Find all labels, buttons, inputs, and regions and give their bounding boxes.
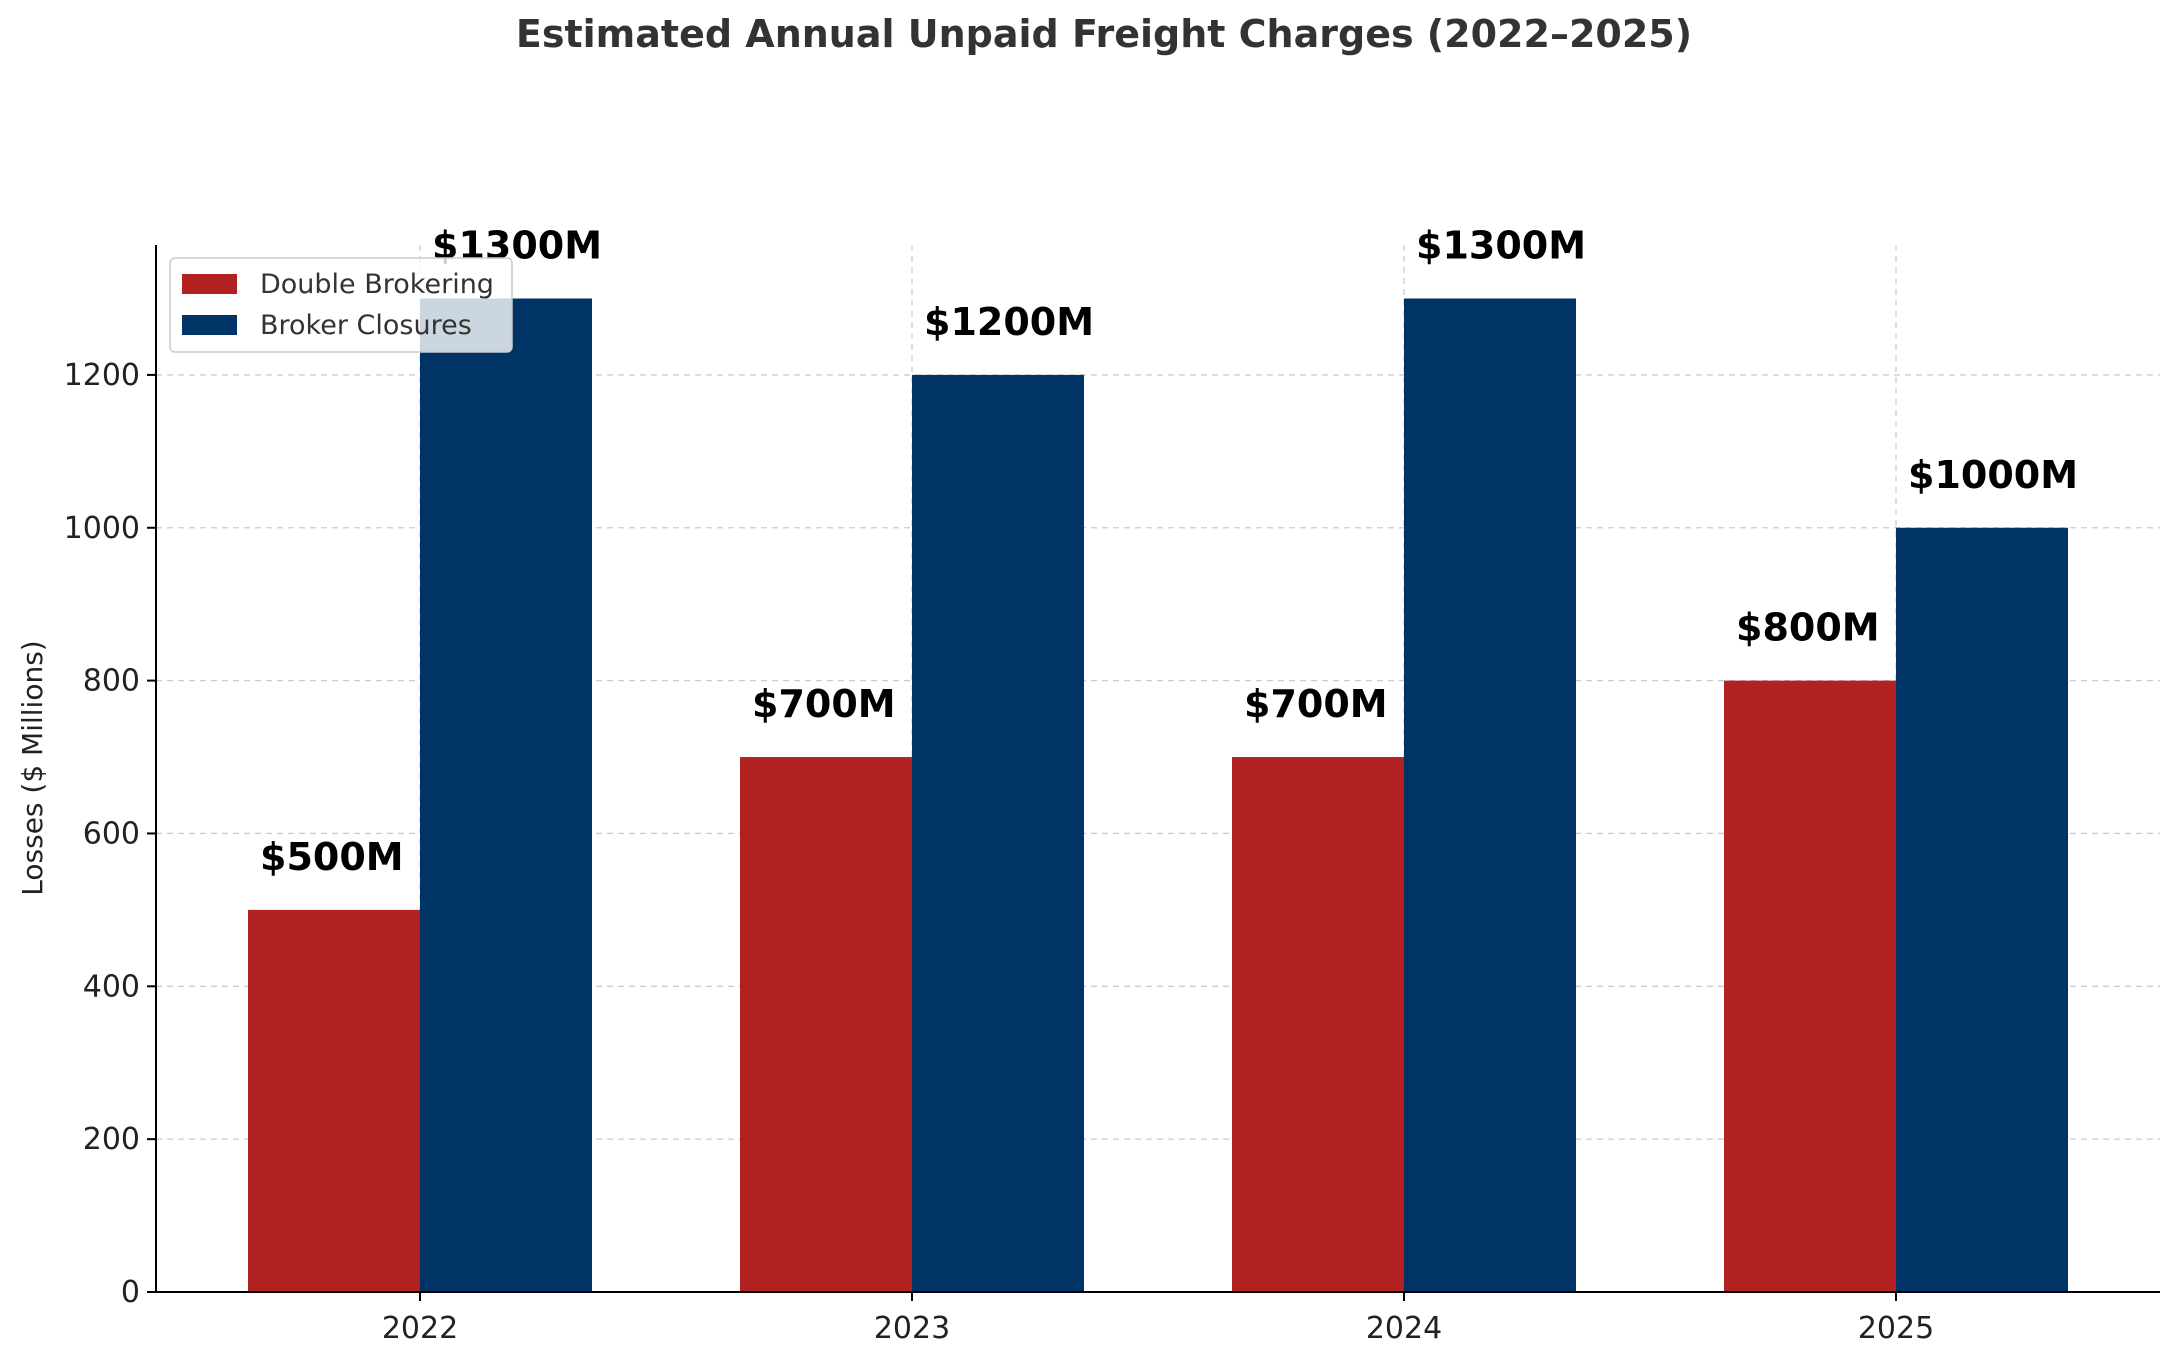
y-tick-label: 600 [83, 816, 140, 851]
axes [155, 245, 2160, 1293]
bar-broker-closures-2022 [420, 298, 592, 1292]
bar-double-brokering-2025 [1724, 680, 1896, 1292]
y-tick-label: 400 [83, 969, 140, 1004]
x-tick-label: 2022 [382, 1311, 458, 1346]
data-label-double-brokering-2024: $700M [1244, 682, 1388, 726]
y-axis-label: Losses ($ Millions) [16, 640, 49, 895]
legend-label-broker-closures: Broker Closures [260, 310, 472, 341]
data-label-broker-closures-2025: $1000M [1908, 453, 2078, 497]
chart-title: Estimated Annual Unpaid Freight Charges … [516, 12, 1692, 56]
data-label-broker-closures-2024: $1300M [1416, 223, 1586, 267]
data-label-broker-closures-2023: $1200M [924, 300, 1094, 344]
bar-double-brokering-2023 [740, 757, 912, 1292]
legend-swatch-broker-closures [182, 315, 237, 335]
y-tick-label: 200 [83, 1122, 140, 1157]
y-tick-label: 1000 [64, 511, 140, 546]
y-tick-label: 0 [121, 1275, 140, 1310]
data-label-double-brokering-2023: $700M [752, 682, 896, 726]
bar-broker-closures-2024 [1404, 298, 1576, 1292]
bar-broker-closures-2023 [912, 374, 1084, 1293]
legend-swatch-double-brokering [182, 274, 237, 294]
tick-labels: 0 200 400 600 800 1000 1200 2022 2023 2024 2025 [64, 358, 1935, 1346]
data-labels: $500M$700M $700M$800M$1300M$1200M$1300M$1… [260, 223, 2078, 878]
x-tick-label: 2023 [874, 1311, 950, 1346]
x-tick-label: 2025 [1858, 1311, 1934, 1346]
data-label-double-brokering-2025: $800M [1736, 606, 1880, 650]
y-tick-label: 800 [83, 664, 140, 699]
data-label-double-brokering-2022: $500M [260, 835, 404, 879]
legend-label-double-brokering: Double Brokering [260, 269, 494, 300]
bar-double-brokering-2022 [248, 909, 420, 1292]
y-tick-label: 1200 [64, 358, 140, 393]
legend: Double Brokering Broker Closures [169, 257, 513, 353]
bar-double-brokering-2024 [1232, 757, 1404, 1292]
x-tick-label: 2024 [1366, 1311, 1442, 1346]
bars [248, 298, 2068, 1293]
bar-broker-closures-2025 [1896, 527, 2068, 1292]
legend-box [169, 257, 513, 353]
